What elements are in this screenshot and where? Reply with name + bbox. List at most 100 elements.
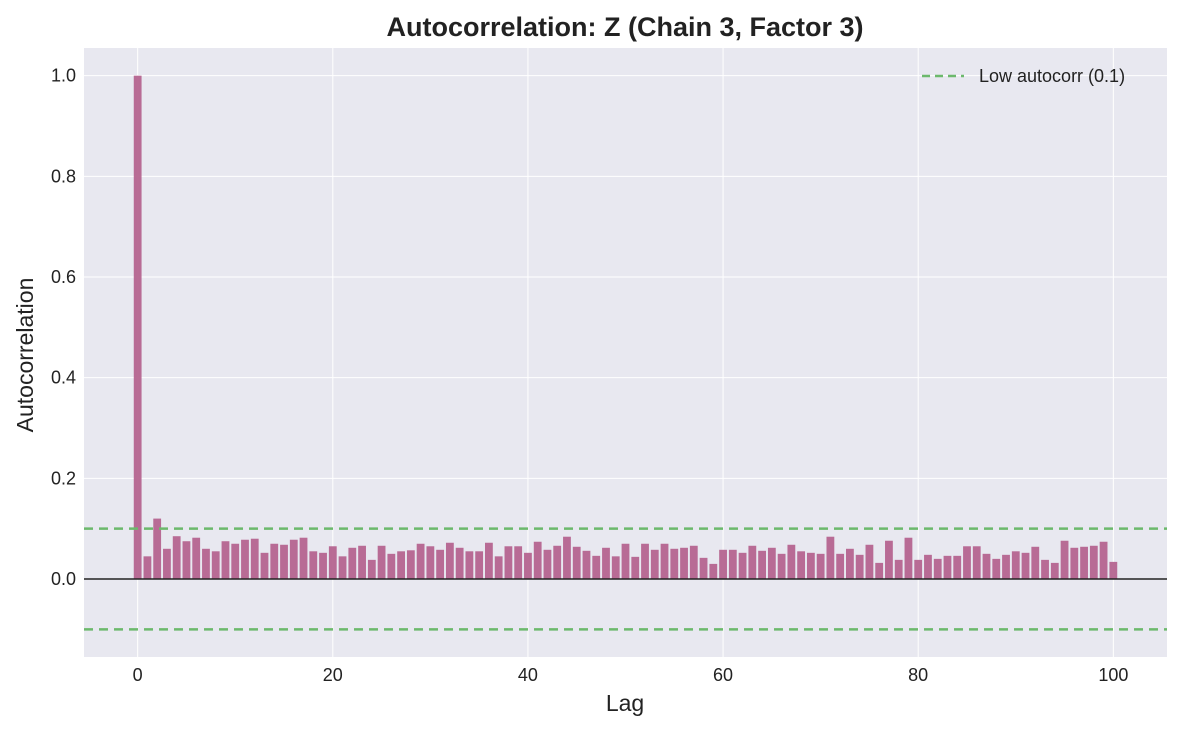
bar xyxy=(1011,551,1020,579)
bar xyxy=(172,536,181,579)
bar xyxy=(231,543,240,579)
bar xyxy=(270,543,279,579)
bar xyxy=(611,556,620,579)
bar xyxy=(797,551,806,579)
bar xyxy=(992,558,1001,579)
bar xyxy=(865,544,874,579)
bar xyxy=(719,549,727,579)
bar xyxy=(514,546,523,579)
chart-title: Autocorrelation: Z (Chain 3, Factor 3) xyxy=(386,12,863,42)
bar xyxy=(846,548,854,579)
bar xyxy=(982,553,991,579)
x-axis-label: Lag xyxy=(606,690,644,716)
bar xyxy=(133,75,142,579)
bar xyxy=(924,554,932,579)
bar xyxy=(660,543,669,579)
bar xyxy=(143,556,152,579)
bar xyxy=(406,550,415,579)
bar xyxy=(680,547,688,579)
y-tick-label: 0.8 xyxy=(51,166,76,186)
bar xyxy=(1002,554,1010,579)
bar xyxy=(641,543,649,579)
bar xyxy=(153,518,162,579)
bars xyxy=(133,75,1118,579)
bar xyxy=(709,563,718,579)
bar xyxy=(250,538,259,579)
bar xyxy=(494,556,503,579)
bar xyxy=(689,545,698,579)
bar xyxy=(455,547,464,579)
bar xyxy=(504,546,513,579)
bar xyxy=(328,546,337,579)
bar xyxy=(885,540,893,579)
reference-lines xyxy=(84,527,1167,631)
bar xyxy=(826,536,835,579)
bar xyxy=(182,541,191,579)
bar xyxy=(221,541,230,579)
bar xyxy=(436,549,445,579)
bar xyxy=(602,547,610,579)
bar xyxy=(875,562,884,579)
bar xyxy=(914,559,923,579)
bar xyxy=(377,545,386,579)
bar xyxy=(777,553,786,579)
bar xyxy=(836,553,845,579)
bar xyxy=(319,552,327,579)
bar xyxy=(582,550,591,579)
bar xyxy=(348,547,357,579)
bar xyxy=(387,553,396,579)
bar xyxy=(299,537,308,579)
bar xyxy=(1080,546,1088,579)
bar xyxy=(485,542,493,579)
bar xyxy=(543,549,552,579)
bar xyxy=(894,559,903,579)
legend-label: Low autocorr (0.1) xyxy=(979,66,1125,86)
bar xyxy=(621,543,630,579)
bar xyxy=(933,558,942,579)
bar xyxy=(631,556,640,579)
bar xyxy=(563,536,571,579)
bar xyxy=(738,552,747,579)
bar xyxy=(758,550,766,579)
x-tick-label: 100 xyxy=(1098,665,1128,685)
bar xyxy=(1041,559,1049,579)
ticks: 0 20 40 60 80 100 0.0 0.2 0.4 0.6 0.8 1.0 xyxy=(51,66,1128,685)
bar xyxy=(904,537,913,579)
bar xyxy=(963,546,971,579)
bar xyxy=(445,542,454,579)
bar xyxy=(1050,562,1059,579)
bar xyxy=(1031,546,1040,579)
bar xyxy=(289,539,298,579)
bar xyxy=(338,556,347,579)
bar xyxy=(806,552,815,579)
bar xyxy=(1109,561,1118,579)
x-tick-label: 0 xyxy=(133,665,143,685)
bar xyxy=(241,539,249,579)
bar xyxy=(728,549,737,579)
bar xyxy=(855,554,864,579)
bar xyxy=(553,545,562,579)
bar xyxy=(953,555,962,579)
bar xyxy=(816,553,825,579)
legend: Low autocorr (0.1) xyxy=(922,66,1125,86)
bar xyxy=(1021,552,1030,579)
bar xyxy=(465,551,474,579)
bar xyxy=(1089,545,1098,579)
bar xyxy=(211,551,220,579)
bar xyxy=(358,545,366,579)
y-tick-label: 0.4 xyxy=(51,368,76,388)
x-tick-label: 80 xyxy=(908,665,928,685)
y-tick-label: 1.0 xyxy=(51,66,76,86)
x-tick-label: 20 xyxy=(323,665,343,685)
bar xyxy=(475,551,484,579)
bar xyxy=(260,552,269,579)
bar xyxy=(1070,547,1079,579)
bar xyxy=(787,544,796,579)
bar xyxy=(943,555,952,579)
bar xyxy=(416,543,425,579)
bar xyxy=(524,552,532,579)
bar xyxy=(650,549,659,579)
bar xyxy=(533,541,542,579)
bar xyxy=(202,548,210,579)
y-tick-label: 0.0 xyxy=(51,569,76,589)
